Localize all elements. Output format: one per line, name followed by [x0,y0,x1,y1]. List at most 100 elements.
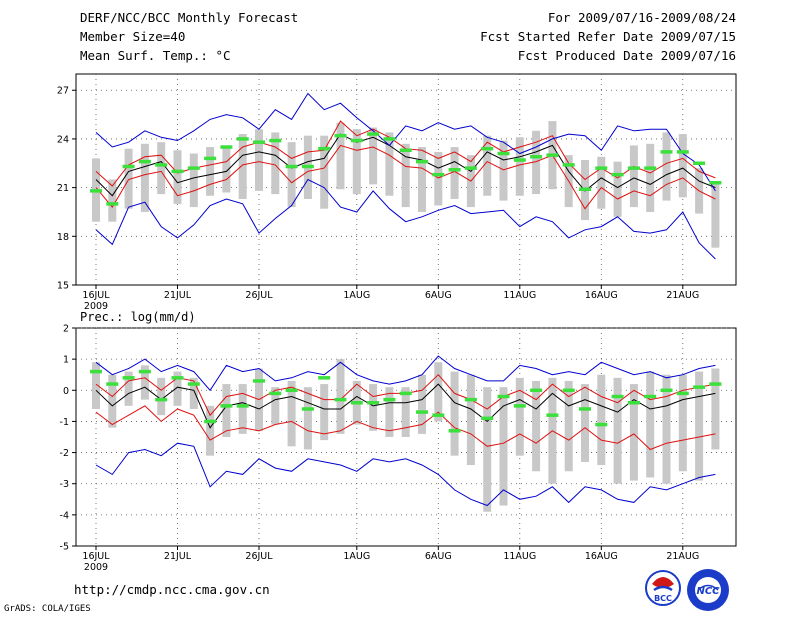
ensemble-box [238,384,247,434]
x-tick-year-label: 2009 [84,562,108,573]
ensemble-box [173,150,182,204]
y-tick-label: 18 [57,232,69,243]
series-lower_spread [95,144,716,210]
ensemble-box [499,387,508,506]
x-tick-label: 1AUG [343,551,370,562]
ensemble-box [581,384,589,462]
x-tick-label: 6AUG [425,551,452,562]
bcc-logo-text: BCC [654,594,672,603]
y-tick-label: -1 [60,417,69,428]
ncc-logo-center [695,577,721,603]
forecast-produced-date: Fcst Produced Date 2009/07/16 [517,48,736,63]
ensemble-box [385,132,394,196]
ensemble-box [613,377,622,484]
ensemble-box [320,384,329,441]
ensemble-box [466,374,475,466]
bcc-logo-swirl [652,577,674,588]
x-tick-label: 26JUL [245,290,273,301]
ensemble-box [271,387,280,425]
ensemble-box [222,145,231,193]
ensemble-box [646,143,655,212]
ensemble-box [287,380,296,447]
y-tick-label: 2 [63,324,69,335]
ensemble-box [532,380,541,472]
x-tick-label: 26JUL [245,551,273,562]
ensemble-box [189,377,198,409]
ensemble-box [401,387,410,437]
ensemble-box [303,387,312,450]
ensemble-box [532,130,541,195]
x-tick-label: 21JUL [164,551,192,562]
ensemble-box [271,132,280,195]
bcc-logo-wave [653,585,673,592]
series-ensemble_mean [95,383,716,429]
ensemble-box [173,371,182,406]
ncc-logo-arc [697,584,719,591]
ensemble-box [483,135,492,196]
logos: BCC NCC [645,569,729,611]
ensemble-box [206,147,215,196]
series-min [95,178,716,260]
ensemble-box [189,153,198,208]
forecast-period: For 2009/07/16-2009/08/24 [547,10,736,25]
ensemble-box [695,371,704,481]
ensemble-box [92,362,100,409]
y-tick-label: 15 [57,281,69,292]
ensemble-box [483,387,492,512]
series-max [95,92,716,192]
ensemble-box [418,374,426,434]
ensemble-box [515,137,524,196]
x-tick-label: 16JUL [82,290,110,301]
member-size: Member Size=40 [80,29,186,44]
source-url[interactable]: http://cmdp.ncc.cma.gov.cn [74,582,270,597]
y-tick-label: 24 [57,134,69,145]
precip-panel-title: Prec.: log(mm/d) [80,310,196,324]
ensemble-box [287,142,296,208]
x-tick-label: 16JUL [82,551,110,562]
ensemble-box [124,148,133,209]
ensemble-box [369,384,378,431]
ensemble-box [206,405,215,456]
x-tick-label: 21JUL [164,290,192,301]
ensemble-box [499,140,508,201]
y-tick-label: -5 [60,542,69,553]
x-tick-label: 16AUG [585,290,618,301]
ensemble-box [564,380,573,472]
series-min [95,442,716,507]
ensemble-box [336,359,345,434]
ensemble-box [108,179,117,222]
x-tick-label: 11AUG [503,551,536,562]
forecast-started-date: Fcst Started Refer Date 2009/07/15 [480,29,736,44]
y-tick-label: 0 [63,386,69,397]
y-tick-label: 1 [63,355,69,366]
x-tick-label: 21AUG [666,290,699,301]
x-tick-label: 6AUG [425,290,452,301]
ensemble-box [629,384,638,481]
ncc-logo-text: NCC [696,586,720,597]
panel-precipitation: -5 -4 -3 -2 -1 0 1 2 16JUL 21JUL 26JUL 1AUG 6AUG 11AU… [60,324,737,573]
ensemble-box [124,371,133,406]
panel-temperature: 15 18 21 24 27 16JUL 21JUL 26JUL 1AUG 6AUG 11AUG 16… [57,73,737,312]
x-tick-label: 1AUG [343,290,370,301]
grads-credit: GrADS: COLA/IGES [4,604,91,614]
ensemble-box [711,182,720,248]
ensemble-box [140,365,149,400]
series-max [95,355,716,392]
x-tick-label: 21AUG [666,551,699,562]
series-ensemble_mean [95,133,716,197]
ensemble-box [352,129,361,195]
ensemble-box [336,122,345,190]
ensemble-box [711,368,720,450]
chart-title: DERF/NCC/BCC Monthly Forecast [80,10,299,25]
ensemble-box [157,377,166,416]
ensemble-box [613,161,622,217]
ensemble-box [434,151,443,206]
variable-label: Mean Surf. Temp.: °C [80,48,231,63]
y-tick-label: -4 [60,510,69,521]
ensemble-box [157,142,166,195]
ensemble-box [515,377,524,456]
ensemble-box [662,374,671,484]
ensemble-box [401,143,410,208]
ensemble-box [678,374,687,472]
ensemble-box [385,387,394,437]
